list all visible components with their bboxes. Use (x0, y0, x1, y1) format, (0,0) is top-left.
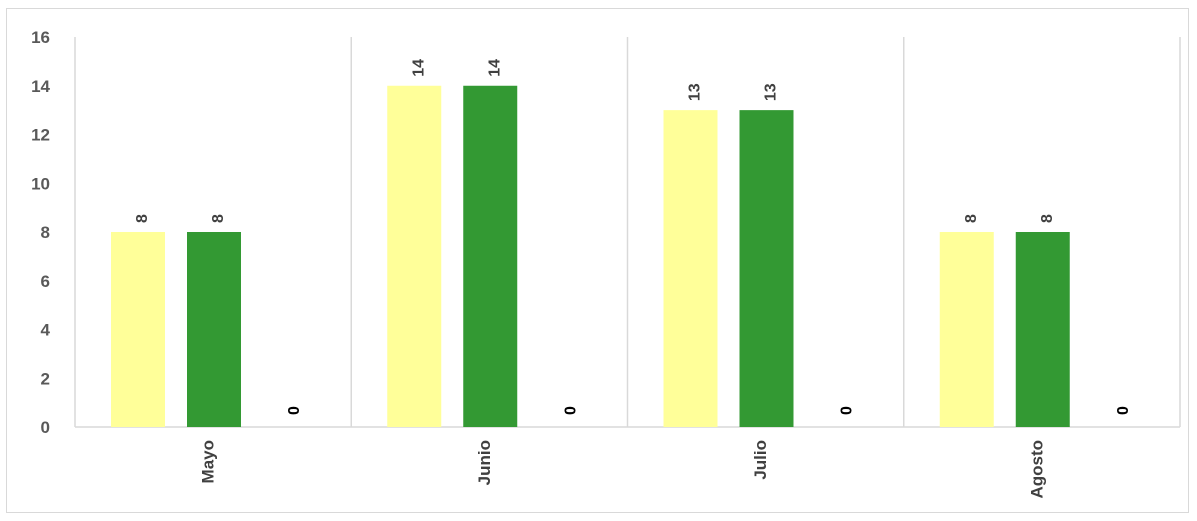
bar (463, 85, 518, 427)
data-label: 8 (134, 214, 151, 223)
x-axis-ticks: Mayo Junio Julio Agosto (199, 440, 1047, 499)
y-tick-label: 12 (31, 126, 50, 145)
x-tick-label: Agosto (1027, 440, 1046, 499)
bars (111, 85, 1070, 427)
y-axis-ticks: 0 2 4 6 8 10 12 14 16 (31, 28, 50, 437)
y-tick-label: 0 (41, 418, 50, 437)
data-label: 0 (839, 406, 856, 415)
data-label: 0 (286, 406, 303, 415)
data-label: 14 (410, 59, 427, 77)
bar (187, 232, 241, 427)
x-tick-label: Junio (475, 440, 494, 485)
bar (1015, 232, 1070, 427)
y-tick-label: 6 (41, 272, 50, 291)
y-tick-label: 2 (41, 369, 50, 388)
bar (939, 232, 994, 427)
data-label: 0 (562, 406, 579, 415)
data-label: 8 (210, 214, 227, 223)
y-tick-label: 4 (41, 321, 51, 340)
bar (739, 110, 794, 427)
data-label: 13 (687, 83, 704, 101)
data-label: 8 (963, 214, 980, 223)
data-label: 8 (1039, 214, 1056, 223)
bar (663, 110, 718, 427)
bar (111, 232, 165, 427)
y-tick-label: 8 (41, 223, 50, 242)
y-tick-label: 16 (31, 28, 50, 47)
x-tick-label: Julio (751, 440, 770, 480)
data-label: 0 (1115, 406, 1132, 415)
data-label: 14 (486, 59, 503, 77)
y-tick-label: 10 (31, 174, 50, 193)
x-tick-label: Mayo (199, 440, 218, 483)
data-label: 13 (763, 83, 780, 101)
category-separators (74, 37, 1181, 427)
bar (387, 85, 442, 427)
y-tick-label: 14 (31, 77, 50, 96)
data-labels: 8 14 13 8 8 14 13 8 0 0 0 0 (134, 59, 1132, 415)
